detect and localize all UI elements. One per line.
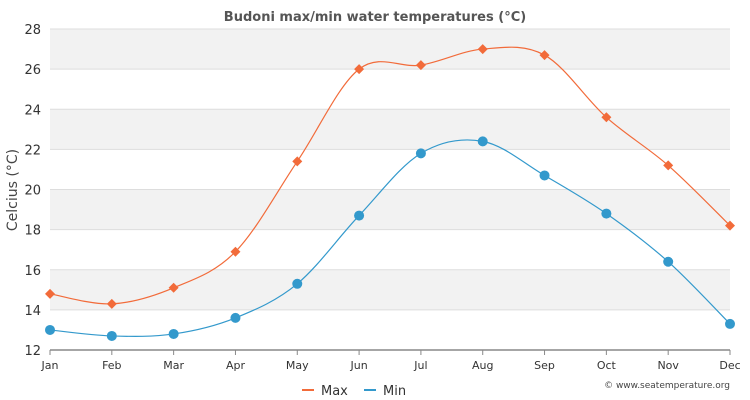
y-tick-label: 12 bbox=[24, 344, 41, 359]
data-point-max[interactable] bbox=[601, 112, 612, 123]
data-point-max[interactable] bbox=[415, 60, 426, 71]
plot-background-bands bbox=[50, 29, 730, 310]
y-tick-label: 16 bbox=[24, 264, 41, 279]
data-point-min[interactable] bbox=[168, 328, 179, 339]
x-tick-label: Oct bbox=[597, 359, 617, 372]
credit-text: © www.seatemperature.org bbox=[604, 381, 730, 391]
y-tick-label: 24 bbox=[24, 103, 41, 118]
data-point-max[interactable] bbox=[168, 282, 179, 293]
y-tick-label: 14 bbox=[24, 304, 41, 319]
data-point-min[interactable] bbox=[230, 312, 241, 323]
chart-title: Budoni max/min water temperatures (°C) bbox=[224, 10, 526, 25]
data-point-max[interactable] bbox=[663, 160, 674, 171]
data-point-max[interactable] bbox=[725, 220, 735, 231]
y-axis-ticks: 12 14 16 18 20 22 24 26 28 bbox=[24, 23, 41, 359]
x-tick-label: Feb bbox=[102, 359, 121, 372]
data-point-max[interactable] bbox=[539, 50, 550, 61]
data-point-max[interactable] bbox=[45, 288, 55, 299]
series-group bbox=[45, 44, 735, 341]
gridlines bbox=[50, 28, 730, 351]
series-min bbox=[45, 136, 735, 341]
y-axis-label: Celcius (°C) bbox=[5, 149, 21, 231]
x-tick-label: Jul bbox=[413, 359, 427, 372]
legend-label-min: Min bbox=[383, 384, 406, 399]
x-tick-label: Aug bbox=[472, 359, 493, 372]
data-point-min[interactable] bbox=[477, 136, 488, 147]
data-point-max[interactable] bbox=[477, 44, 488, 55]
plot-band bbox=[50, 109, 730, 150]
y-tick-label: 18 bbox=[24, 224, 41, 239]
legend-label-max: Max bbox=[321, 384, 348, 399]
x-tick-label: Jan bbox=[41, 359, 59, 372]
y-tick-label: 20 bbox=[24, 184, 41, 199]
x-tick-label: Apr bbox=[226, 359, 246, 372]
data-point-min[interactable] bbox=[106, 330, 117, 341]
x-tick-label: Mar bbox=[163, 359, 184, 372]
y-tick-label: 28 bbox=[24, 23, 41, 38]
series-line-max bbox=[49, 46, 731, 305]
data-point-min[interactable] bbox=[354, 210, 365, 221]
data-point-min[interactable] bbox=[663, 256, 674, 267]
x-tick-label: May bbox=[286, 359, 309, 372]
legend-item-max[interactable]: Max bbox=[302, 384, 348, 399]
x-tick-label: Nov bbox=[657, 359, 679, 372]
x-tick-label: Sep bbox=[534, 359, 555, 372]
data-point-min[interactable] bbox=[539, 170, 550, 181]
plot-band bbox=[50, 189, 730, 230]
x-axis-ticks: Jan Feb Mar Apr May Jun Jul Aug Sep Oct Nov Dec bbox=[41, 350, 741, 372]
data-point-min[interactable] bbox=[601, 208, 612, 219]
legend-item-min[interactable]: Min bbox=[364, 384, 406, 399]
x-tick-label: Dec bbox=[719, 359, 740, 372]
plot-band bbox=[50, 269, 730, 310]
x-tick-label: Jun bbox=[349, 359, 367, 372]
plot-band bbox=[50, 29, 730, 70]
data-point-max[interactable] bbox=[354, 64, 365, 75]
data-point-max[interactable] bbox=[106, 298, 117, 309]
data-point-min[interactable] bbox=[725, 318, 735, 329]
data-point-max[interactable] bbox=[292, 156, 303, 167]
data-point-min[interactable] bbox=[415, 148, 426, 159]
legend: Max Min bbox=[302, 384, 406, 399]
data-point-min[interactable] bbox=[292, 278, 303, 289]
y-tick-label: 22 bbox=[24, 143, 41, 158]
y-tick-label: 26 bbox=[24, 63, 41, 78]
series-max bbox=[45, 44, 735, 309]
data-point-max[interactable] bbox=[230, 246, 241, 257]
data-point-min[interactable] bbox=[45, 324, 55, 335]
